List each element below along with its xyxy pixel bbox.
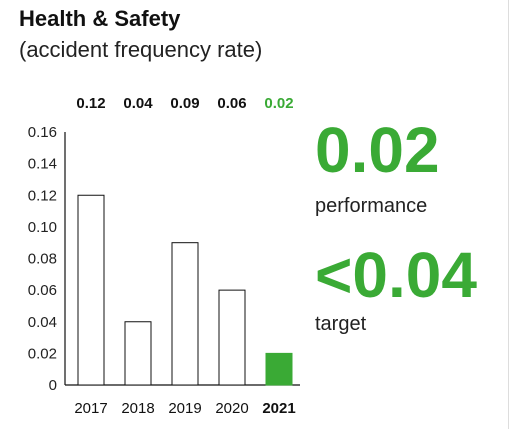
performance-value: 0.02 [315,114,440,186]
x-tick-label-2018: 2018 [121,400,154,417]
bar-2019 [171,242,199,386]
divider [508,0,509,429]
y-tick-label: 0.12 [28,187,57,204]
y-tick-label: 0 [49,377,57,394]
bar-2018 [124,321,152,386]
performance-label: performance [315,195,428,217]
x-tick-label-2021: 2021 [262,400,295,417]
bar-2017 [77,194,105,386]
target-value: <0.04 [315,239,477,311]
target-label: target [315,313,367,335]
value-label-2018: 0.04 [123,95,153,112]
y-tick-label: 0.08 [28,251,57,268]
y-tick-label: 0.04 [28,314,57,331]
y-tick-label: 0.02 [28,345,57,362]
x-tick-label-2017: 2017 [74,400,107,417]
value-label-2019: 0.09 [170,95,199,112]
value-label-2017: 0.12 [76,95,105,112]
chart-subtitle: (accident frequency rate) [19,37,263,62]
chart-title: Health & Safety [19,6,181,31]
x-tick-label-2019: 2019 [168,400,201,417]
value-label-2021: 0.02 [264,95,293,112]
y-tick-label: 0.10 [28,219,57,236]
bar-2021 [265,352,293,386]
x-tick-label-2020: 2020 [215,400,248,417]
y-tick-label: 0.16 [28,124,57,141]
bar-2020 [218,289,246,386]
bar-chart: 0 0.02 0.04 0.06 0.08 0.10 0.12 0.14 0.16 0.12 201… [28,95,300,417]
value-label-2020: 0.06 [217,95,246,112]
y-tick-label: 0.14 [28,156,57,173]
y-tick-label: 0.06 [28,282,57,299]
